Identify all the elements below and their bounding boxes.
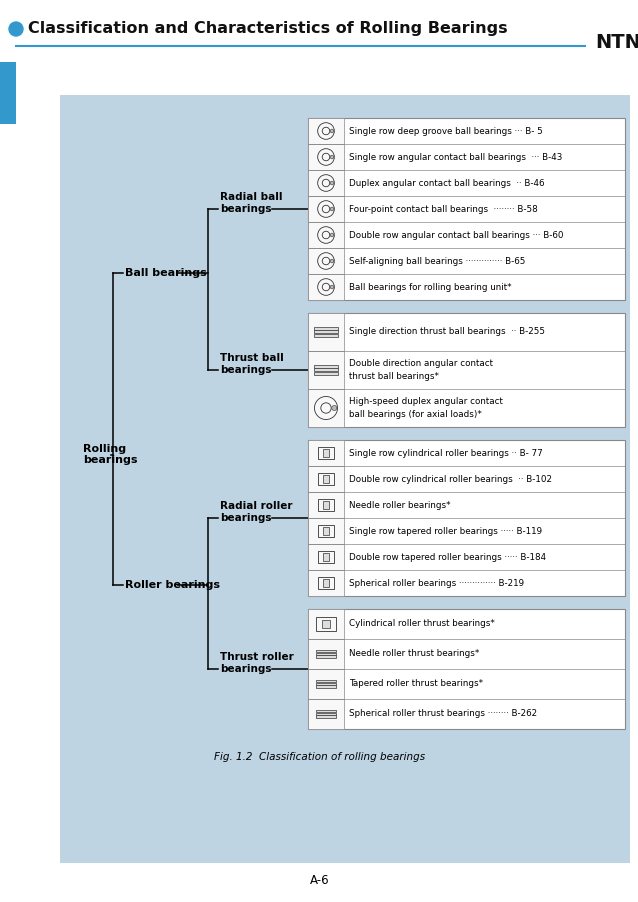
Bar [323, 502, 329, 509]
Bar [318, 474, 334, 484]
Bar [315, 327, 338, 330]
Bar [308, 351, 344, 389]
Bar [308, 170, 344, 196]
Bar [316, 652, 336, 655]
Bar [308, 118, 344, 144]
Bar [308, 144, 344, 170]
Bar [323, 553, 329, 561]
Bar [308, 544, 344, 570]
Bar [308, 669, 344, 699]
Circle shape [330, 155, 334, 159]
Bar [308, 313, 344, 351]
Text: Classification and Characteristics of Rolling Bearings: Classification and Characteristics of Ro… [28, 22, 508, 36]
Text: Self-aligning ball bearings ·············· B-65: Self-aligning ball bearings ············… [349, 256, 525, 265]
Text: ball bearings (for axial loads)*: ball bearings (for axial loads)* [349, 410, 482, 419]
Bar [315, 334, 338, 337]
Bar [318, 577, 334, 589]
Circle shape [332, 406, 337, 410]
Text: Single row deep groove ball bearings ··· B- 5: Single row deep groove ball bearings ···… [349, 126, 543, 135]
Bar [322, 620, 330, 629]
Text: Needle roller thrust bearings*: Needle roller thrust bearings* [349, 649, 479, 658]
Bar [0, 0, 638, 58]
Bar [60, 95, 630, 863]
Text: Spherical roller bearings ·············· B-219: Spherical roller bearings ··············… [349, 578, 524, 587]
Bar [308, 609, 625, 729]
Bar [323, 475, 329, 483]
Bar [315, 364, 338, 368]
Text: High-speed duplex angular contact: High-speed duplex angular contact [349, 397, 503, 406]
Bar [318, 499, 334, 511]
Bar [323, 528, 329, 535]
Bar [308, 248, 344, 274]
Text: Four-point contact ball bearings  ········ B-58: Four-point contact ball bearings ·······… [349, 205, 538, 214]
Bar [308, 440, 344, 466]
Bar [316, 710, 336, 713]
Bar [316, 713, 336, 715]
Text: Single row tapered roller bearings ····· B-119: Single row tapered roller bearings ·····… [349, 527, 542, 536]
Bar [0, 62, 16, 124]
Text: Radial roller
bearings: Radial roller bearings [220, 502, 292, 523]
Bar [308, 274, 344, 300]
Text: Single row angular contact ball bearings  ··· B-43: Single row angular contact ball bearings… [349, 152, 562, 161]
Text: Cylindrical roller thrust bearings*: Cylindrical roller thrust bearings* [349, 620, 495, 629]
Text: Single direction thrust ball bearings  ·· B-255: Single direction thrust ball bearings ··… [349, 327, 545, 336]
Bar [316, 617, 336, 630]
Text: Double row angular contact ball bearings ··· B-60: Double row angular contact ball bearings… [349, 231, 563, 240]
Bar [318, 447, 334, 459]
Bar [316, 683, 336, 686]
Text: Thrust roller
bearings: Thrust roller bearings [220, 652, 293, 674]
Text: Ball bearings: Ball bearings [125, 268, 207, 278]
Bar [316, 715, 336, 718]
Bar [308, 492, 344, 518]
Circle shape [330, 181, 334, 185]
Bar [308, 389, 344, 427]
Bar [315, 368, 338, 372]
Text: Double direction angular contact: Double direction angular contact [349, 359, 493, 368]
Text: Roller bearings: Roller bearings [125, 579, 220, 590]
Text: Needle roller bearings*: Needle roller bearings* [349, 501, 450, 510]
Circle shape [330, 129, 334, 133]
Circle shape [330, 234, 334, 237]
Bar [316, 686, 336, 688]
Text: NTN: NTN [595, 32, 638, 51]
Text: A-6: A-6 [310, 873, 330, 887]
Circle shape [330, 259, 334, 262]
Bar [308, 222, 344, 248]
Text: Rolling
bearings: Rolling bearings [83, 444, 138, 465]
Bar [308, 313, 625, 427]
Bar [323, 579, 329, 586]
Bar [315, 330, 338, 334]
Bar [308, 609, 344, 639]
Bar [315, 372, 338, 375]
Bar [316, 680, 336, 683]
Text: Double row cylindrical roller bearings  ·· B-102: Double row cylindrical roller bearings ·… [349, 474, 552, 483]
Circle shape [9, 22, 23, 36]
Text: Ball bearings for rolling bearing unit*: Ball bearings for rolling bearing unit* [349, 282, 512, 291]
Bar [308, 118, 625, 300]
Text: Spherical roller thrust bearings ········ B-262: Spherical roller thrust bearings ·······… [349, 710, 537, 719]
Text: Double row tapered roller bearings ····· B-184: Double row tapered roller bearings ·····… [349, 553, 546, 562]
Text: Fig. 1.2  Classification of rolling bearings: Fig. 1.2 Classification of rolling beari… [214, 752, 426, 762]
Bar [316, 649, 336, 652]
Bar [308, 699, 344, 729]
Bar [318, 551, 334, 563]
Bar [308, 440, 625, 596]
Text: thrust ball bearings*: thrust ball bearings* [349, 373, 439, 382]
Bar [308, 570, 344, 596]
Bar [323, 449, 329, 456]
Bar [308, 639, 344, 669]
Bar [316, 656, 336, 658]
Bar [308, 196, 344, 222]
Circle shape [330, 285, 334, 289]
Bar [308, 466, 344, 492]
Text: Tapered roller thrust bearings*: Tapered roller thrust bearings* [349, 679, 483, 688]
Bar [308, 518, 344, 544]
Text: Thrust ball
bearings: Thrust ball bearings [220, 354, 284, 375]
Bar [318, 525, 334, 537]
Circle shape [330, 207, 334, 211]
Text: Duplex angular contact ball bearings  ·· B-46: Duplex angular contact ball bearings ·· … [349, 179, 544, 188]
Text: Single row cylindrical roller bearings ·· B- 77: Single row cylindrical roller bearings ·… [349, 448, 543, 457]
Text: Radial ball
bearings: Radial ball bearings [220, 192, 283, 214]
